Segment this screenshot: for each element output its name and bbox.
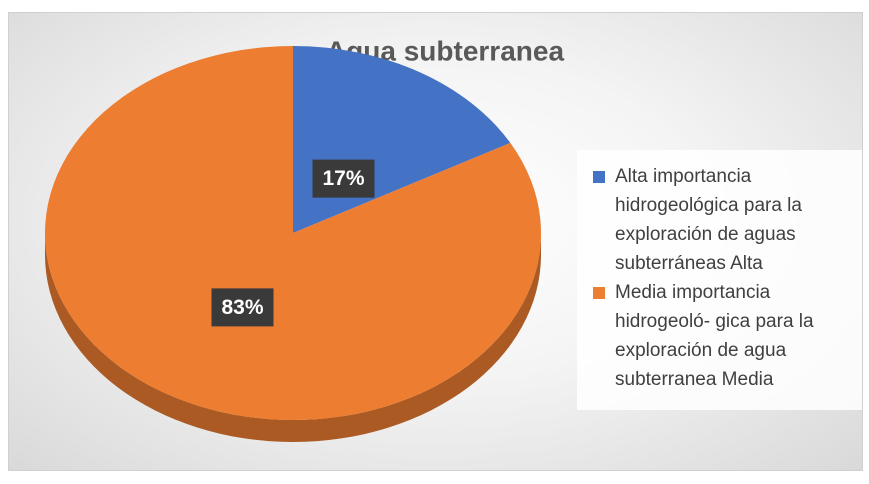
data-label-box (211, 288, 274, 327)
legend-entry: Alta importancia hidrogeológica para la … (593, 162, 843, 278)
legend: Alta importancia hidrogeológica para la … (577, 150, 862, 410)
data-label: 83% (221, 296, 263, 319)
legend-label: Media importancia hidrogeoló- gica para … (615, 282, 814, 390)
legend-entry: Media importancia hidrogeoló- gica para … (593, 278, 843, 394)
legend-marker (593, 287, 605, 299)
data-label-box (312, 159, 375, 198)
slice (44, 46, 542, 420)
data-label: 17% (322, 167, 364, 190)
legend-label: Alta importancia hidrogeológica para la … (615, 166, 802, 274)
legend-marker (593, 171, 605, 183)
